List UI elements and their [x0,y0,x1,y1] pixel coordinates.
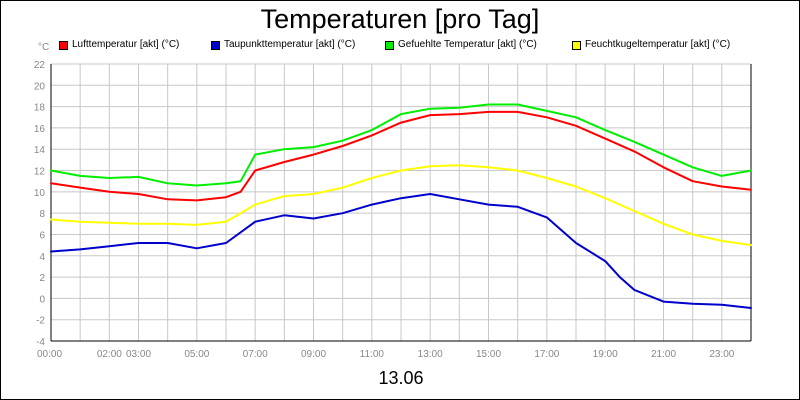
axes [50,64,752,342]
legend-swatch-gefuehlte-temperatur [385,41,394,50]
series-line-feuchtkugeltemperatur [50,164,752,247]
legend-swatch-taupunkttemperatur [211,41,220,50]
y-tick-label: 22 [34,60,46,71]
x-tick-label: 21:00 [651,349,676,360]
x-tick-label: 03:00 [126,349,151,360]
y-tick-label: 4 [39,252,45,263]
x-tick-label: 09:00 [301,349,326,360]
x-tick-label: 11:00 [360,349,385,360]
y-tick-label: 0 [39,294,45,305]
legend-label-feuchtkugeltemperatur: Feuchtkugeltemperatur [akt] (°C) [585,39,731,50]
y-tick-label: -2 [36,316,45,327]
legend-swatch-lufttemperatur [59,41,68,50]
legend-swatch-feuchtkugeltemperatur [572,41,581,50]
date-label: 13.06 [378,368,424,388]
y-tick-label: 6 [39,230,45,241]
y-tick-label: 8 [39,209,45,220]
chart-title: Temperaturen [pro Tag] [260,4,540,34]
x-tick-label: 05:00 [184,349,209,360]
y-tick-label: 20 [34,81,46,92]
y-tick-label: 16 [34,124,46,135]
x-tick-label: 07:00 [243,349,268,360]
x-tick-label: 02:00 [97,349,122,360]
legend-label-lufttemperatur: Lufttemperatur [akt] (°C) [72,39,180,50]
legend-label-taupunkttemperatur: Taupunkttemperatur [akt] (°C) [224,39,356,50]
series-line-gefuehlte [50,103,752,187]
y-tick-label: -4 [36,337,45,348]
y-tick-label: 14 [34,145,46,156]
grid [50,63,752,342]
y-tick-label: 18 [34,103,46,114]
y-tick-label: 12 [34,167,46,178]
tick-labels: -4 -2 0 2 4 6 8 10 12 14 16 18 20 22 00:00 02:00 03:00 05… [34,60,735,360]
x-tick-label: 00:00 [37,349,62,360]
x-tick-label: 17:00 [534,349,559,360]
series-line-lufttemperatur [50,110,752,202]
x-tick-label: 15:00 [476,349,501,360]
y-tick-label: 2 [39,273,45,284]
y-tick-label: 10 [34,188,46,199]
x-tick-label: 23:00 [709,349,734,360]
x-tick-label: 19:00 [593,349,618,360]
series-line-taupunkttemperatur [50,193,752,309]
y-unit-label: °C [38,42,50,53]
series-lines [50,103,752,309]
legend-label-gefuehlte-temperatur: Gefuehlte Temperatur [akt] (°C) [398,39,537,50]
x-tick-label: 13:00 [418,349,443,360]
